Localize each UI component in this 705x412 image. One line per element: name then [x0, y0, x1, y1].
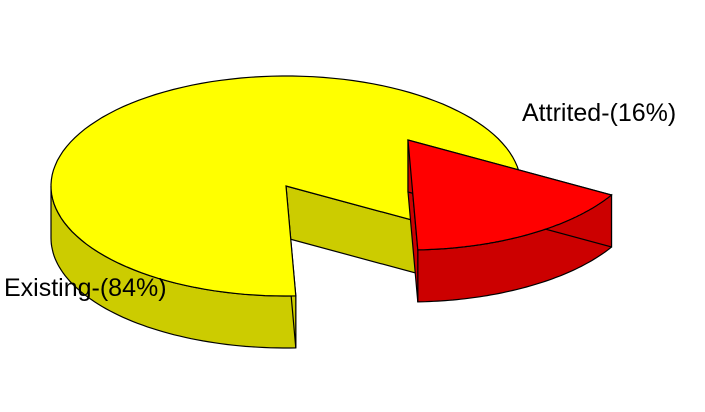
labels-layer: Existing-(84%) Attrited-(16%)	[4, 99, 676, 302]
slice-label-attrited: Attrited-(16%)	[522, 99, 676, 127]
slices-layer	[50, 75, 613, 349]
slice-top-existing	[50, 75, 522, 297]
slice-top-attrited	[407, 139, 613, 251]
slice-label-existing: Existing-(84%)	[4, 274, 167, 302]
